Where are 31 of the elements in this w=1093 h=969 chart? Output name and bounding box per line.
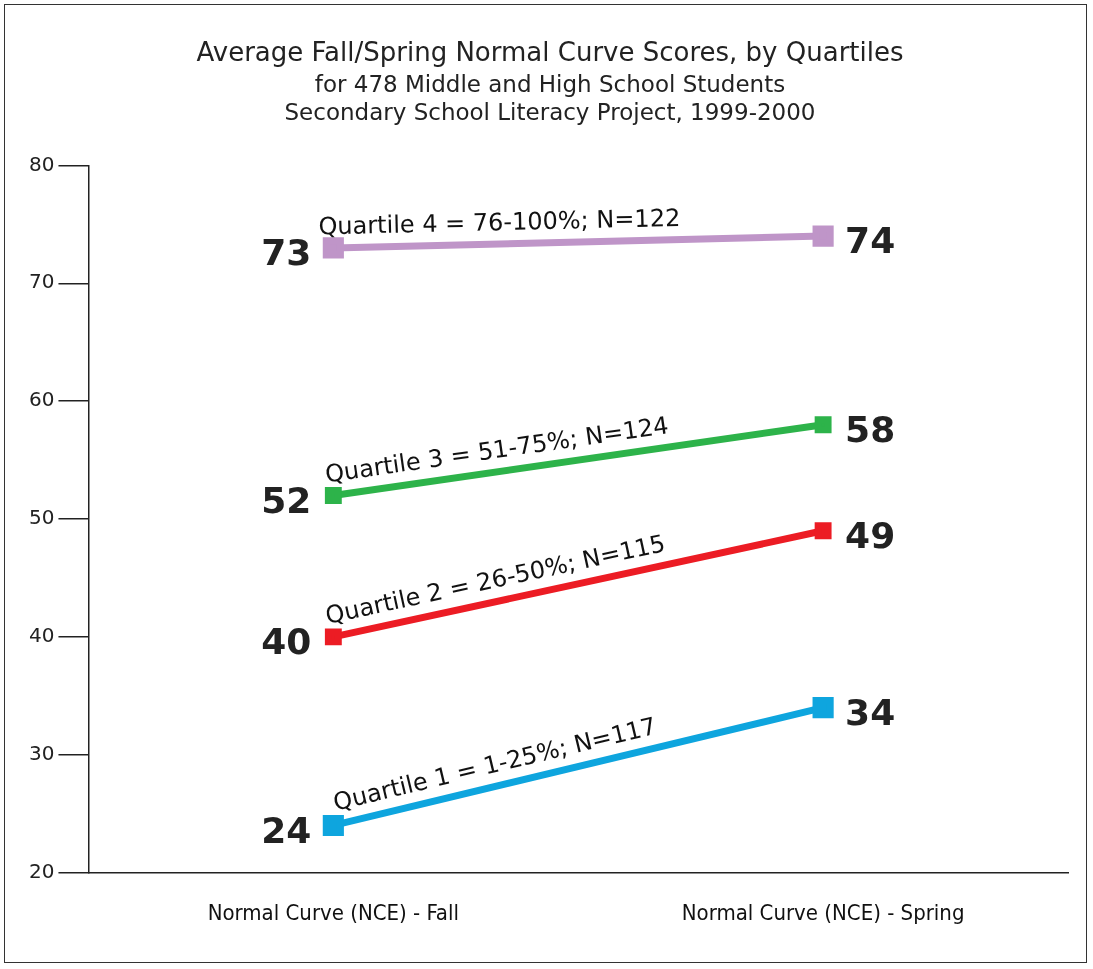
series-label: Quartile 4 = 76-100%; N=122 — [318, 203, 681, 241]
chart-title: Average Fall/Spring Normal Curve Scores, by Quartiles — [196, 37, 904, 68]
point — [814, 416, 832, 434]
point — [322, 237, 344, 259]
point — [324, 486, 342, 504]
data-label: 40 — [261, 621, 312, 663]
data-label: 24 — [261, 809, 312, 851]
point — [322, 814, 344, 837]
chart-subtitle: for 478 Middle and High School Students Secondary School Literacy Project, 1999-2000 — [284, 70, 816, 125]
point — [324, 628, 342, 646]
text: Quartile 1 = 1-25%; N=117 — [330, 711, 660, 817]
point — [812, 225, 834, 247]
y-tick-label: 30 — [29, 740, 55, 765]
text: Quartile 2 = 26-50%; N=115 — [322, 529, 668, 630]
data-label: 58 — [845, 409, 896, 451]
y-tick-label: 20 — [29, 858, 55, 883]
x-tick-label: Normal Curve (NCE) - Spring — [681, 899, 965, 925]
data-label: 49 — [845, 515, 896, 557]
y-tick-label: 70 — [29, 269, 55, 294]
y-tick-label: 60 — [29, 387, 55, 412]
data-label: 73 — [261, 232, 312, 274]
x-tick-label: Normal Curve (NCE) - Fall — [207, 899, 459, 925]
text: Quartile 3 = 51-75%; N=124 — [323, 411, 671, 489]
data-label: 52 — [261, 479, 312, 521]
data-label: 74 — [845, 220, 896, 262]
y-tick-label: 80 — [29, 151, 55, 176]
y-tick-label: 50 — [29, 505, 55, 530]
point — [814, 522, 832, 540]
point — [812, 697, 834, 719]
y-tick-label: 40 — [29, 623, 55, 648]
data-label: 34 — [845, 691, 896, 733]
